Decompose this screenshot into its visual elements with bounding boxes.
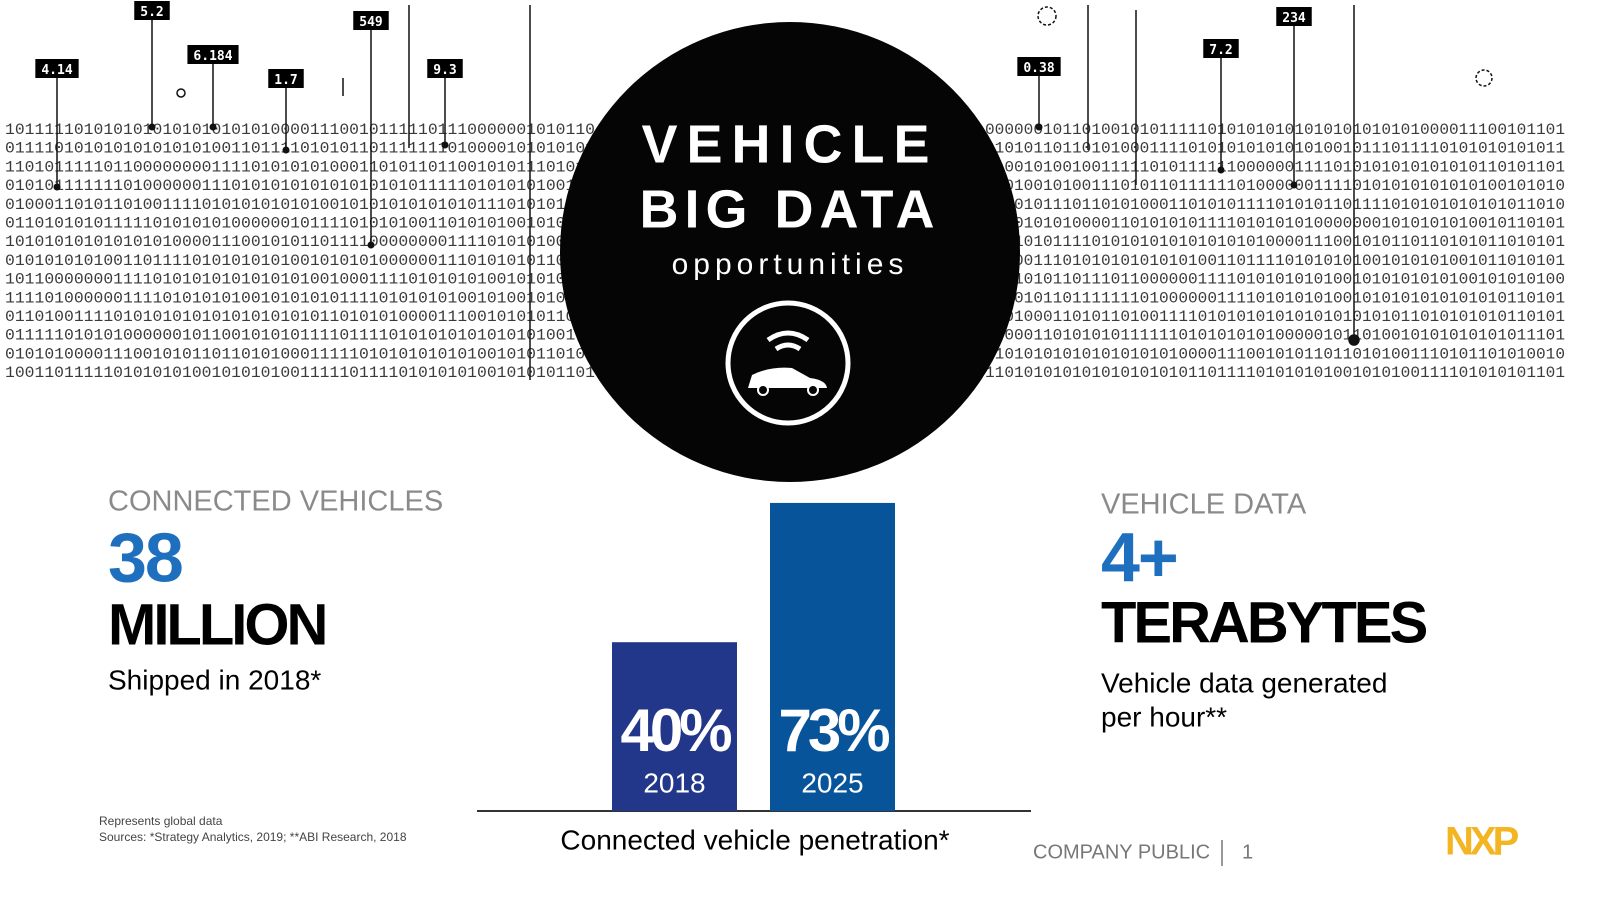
binary-row: 1011000000011110101010101010101001000111… [5,271,595,289]
stat-heading: CONNECTED VEHICLES [108,486,443,518]
binary-row: 0111110101010000001011001010101111011110… [5,327,595,345]
classification: COMPANY PUBLIC [1033,841,1210,863]
sphere-title: VEHICLE [641,114,938,174]
page-number: 1 [1242,841,1253,863]
binary-row: 0110101010000110101010111101010101000000… [985,215,1565,233]
binary-row: 1010101110110101000110101011110101011011… [985,196,1565,214]
binary-strip: 1011111010101010101010101010000111001011… [5,121,1565,382]
callout-box [134,1,170,20]
chart-title: Connected vehicle penetration* [560,824,949,855]
callout-dot [282,146,290,154]
callout-dot [209,123,217,131]
stat-unit: TERABYTES [1101,590,1427,655]
stat-heading: VEHICLE DATA [1101,489,1307,521]
binary-row: 0100011010110100111101010101010100101010… [5,196,595,214]
stat-note: Vehicle data generated [1101,667,1387,698]
footnote: Represents global data [99,814,223,828]
callout-label: 549 [359,15,382,30]
binary-row: 0101000110101101001111010101010101010101… [985,308,1565,326]
binary-row: 0101011011010100011110101010101010100101… [985,140,1565,158]
stat-number: 4+ [1101,518,1177,596]
binary-row: 1111010000001111010101010010101010111101… [5,289,595,307]
callout-box [427,59,463,78]
binary-row: 0111101010101010101010011011110101011011… [5,140,595,158]
callout-box [1017,57,1061,76]
callout-box [353,11,389,30]
logo: NXP [1445,820,1519,864]
callout-dot [1290,181,1298,189]
binary-row: 1010101010101010100001110010101101111000… [5,233,595,251]
car-icon [725,300,851,426]
binary-row: 1110101101111111010000001111010101010010… [985,289,1565,307]
callout-label: 7.2 [1209,43,1232,58]
callout-box [1276,7,1312,26]
bar-chart: 40%2018 73%2025 [612,502,895,811]
category-label: 2025 [801,767,863,798]
binary-row: 1101011111011000000001111010101010001101… [5,158,595,176]
callout-dot [1035,123,1043,131]
binary-row: 1101010101010101010100001110010101101101… [985,345,1565,363]
bar [612,642,737,811]
value-label: 40% [620,697,731,764]
callout-box [35,59,79,78]
binary-row: 0101010101001101111010101010100101010100… [5,252,595,270]
binary-row: 0101010111101010101010101010100001110010… [985,233,1565,251]
binary-row: 1000011010101011111101010101010000010110… [985,327,1565,345]
callout-label: 9.3 [433,63,456,78]
callout-dot [148,123,156,131]
binary-row: 0101011111110100000011101010101010101010… [5,177,595,195]
callout-box [187,45,239,64]
binary-row: 1011111010101010101010101010000111001011… [5,121,595,139]
binary-row: 0101001010011101011011111101000000111101… [985,177,1565,195]
callouts: 4.14 5.2 6.184 1.7 549 9.3 0.38 7.2 234 [35,1,1312,249]
binary-row: 0110100111101010101010101010101011010101… [5,308,595,326]
category-label: 2018 [643,767,705,798]
callout-label: 0.38 [1023,61,1054,76]
footnote: Sources: *Strategy Analytics, 2019; **AB… [99,830,407,844]
callout-box [268,69,304,88]
stat-note: Shipped in 2018* [108,664,321,695]
callout-label: 4.14 [41,63,72,78]
binary-row: 1000011101010101010101001101111010101010… [985,252,1565,270]
callout-label: 5.2 [140,5,163,20]
decor-lines [176,5,1493,380]
callout-dot [1217,166,1225,174]
binary-row: 1001101111101010101001010101001111101111… [5,364,595,382]
binary-row: 1101010101010101010101101111010101010010… [985,364,1565,382]
binary-row: 0100101001001111101011111100000011110101… [985,158,1565,176]
bar [770,502,895,811]
callout-box [1203,39,1239,58]
sphere [560,22,1020,482]
value-label: 73% [778,697,889,764]
binary-row: 1111010110111011000000111101010101010010… [985,271,1565,289]
sphere-title: BIG DATA [640,179,941,239]
stat-note: per hour** [1101,701,1227,732]
binary-row: 0110101010111110101010100000010111101010… [5,215,595,233]
binary-row: 0101010000111001010110110101000111110101… [5,345,595,363]
callout-label: 6.184 [193,49,232,64]
callout-label: 1.7 [274,73,297,88]
binary-row: 0000001011010010101111101010101010101010… [985,121,1565,139]
callout-label: 234 [1282,11,1306,26]
stat-unit: MILLION [108,592,325,657]
stat-number: 38 [108,518,182,596]
callout-dot [53,183,61,191]
callout-dot [367,241,375,249]
sphere-subtitle: opportunities [672,248,909,281]
callout-dot [441,141,449,149]
